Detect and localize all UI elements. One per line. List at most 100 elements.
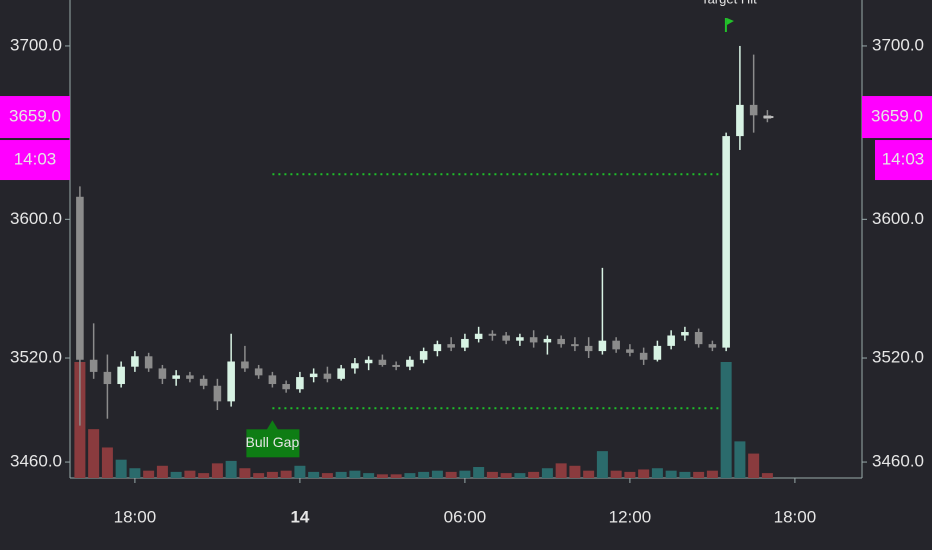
volume-bar bbox=[679, 471, 691, 478]
volume-bar bbox=[720, 362, 732, 478]
candle-body bbox=[351, 363, 359, 369]
candle-body bbox=[626, 349, 634, 353]
volume-bar bbox=[596, 451, 608, 478]
candle-body bbox=[708, 344, 717, 348]
candle-body bbox=[543, 338, 552, 343]
volume-bar bbox=[335, 471, 347, 478]
flag bbox=[726, 18, 734, 25]
candle-body bbox=[296, 377, 304, 390]
y-tick-label: 3700.0 bbox=[10, 35, 62, 54]
last-price-label: 3659.0 bbox=[871, 107, 923, 126]
y-tick-label: 3600.0 bbox=[872, 209, 924, 228]
volume-bar bbox=[390, 474, 402, 478]
volume-bar bbox=[184, 470, 196, 478]
volume-bar bbox=[211, 463, 223, 478]
volume-bar bbox=[280, 470, 292, 478]
candle-body bbox=[571, 344, 579, 347]
volume-bar bbox=[363, 473, 375, 478]
volume-bar bbox=[486, 471, 498, 478]
candle-body bbox=[584, 345, 593, 352]
bull-gap-box bbox=[246, 429, 300, 458]
volume-bar bbox=[583, 470, 595, 478]
volume-bar bbox=[239, 468, 251, 478]
y-tick-label: 3460.0 bbox=[872, 452, 924, 471]
volume-bar bbox=[321, 473, 333, 478]
volume-bar bbox=[266, 471, 278, 478]
candle-body bbox=[268, 375, 277, 385]
volume-bar bbox=[253, 473, 265, 478]
volume-bar bbox=[734, 441, 746, 478]
candle-body bbox=[612, 340, 620, 350]
y-tick-label: 3460.0 bbox=[10, 452, 62, 471]
volume-bar bbox=[143, 470, 155, 478]
countdown: 14:03 bbox=[882, 150, 925, 169]
x-tick-label: 06:00 bbox=[444, 507, 487, 526]
candle-body bbox=[653, 345, 662, 360]
volume-bar bbox=[101, 447, 113, 478]
y-tick-label: 3520.0 bbox=[10, 348, 62, 367]
volume-bar bbox=[624, 471, 636, 478]
candle-body bbox=[337, 368, 345, 379]
volume-bar bbox=[459, 470, 471, 478]
volume-bar bbox=[748, 453, 760, 478]
last-price-box bbox=[862, 96, 932, 139]
candle-body bbox=[598, 340, 607, 352]
candle-body bbox=[282, 384, 290, 390]
x-tick-label: 14 bbox=[290, 507, 309, 526]
volume-bar bbox=[569, 465, 581, 478]
candle-body bbox=[254, 368, 263, 376]
volume-bar bbox=[376, 474, 388, 478]
candle-body bbox=[117, 366, 125, 385]
volume-bar bbox=[473, 467, 485, 478]
volume-bar bbox=[418, 471, 430, 478]
candle-body bbox=[694, 332, 703, 345]
volume-bar bbox=[528, 471, 540, 478]
volume-bar bbox=[445, 471, 457, 478]
candle-body bbox=[76, 196, 84, 360]
volume-bar bbox=[514, 473, 526, 478]
candle-body bbox=[722, 136, 730, 348]
volume-bar bbox=[651, 468, 663, 478]
candle-body bbox=[323, 373, 332, 379]
bull-gap-label: Bull Gap bbox=[246, 434, 300, 450]
y-tick-label: 3520.0 bbox=[872, 348, 924, 367]
last-price-label: 3659.0 bbox=[9, 107, 61, 126]
volume-bar bbox=[610, 470, 622, 478]
volume-bar bbox=[156, 465, 168, 478]
candle-body bbox=[172, 375, 180, 379]
volume-bar bbox=[541, 468, 553, 478]
candle-body bbox=[502, 335, 510, 341]
candle-body bbox=[529, 337, 538, 343]
volume-bar bbox=[555, 463, 567, 478]
candle-body bbox=[186, 375, 194, 379]
target-hit: Target Hit bbox=[701, 0, 757, 6]
candle-body bbox=[557, 338, 565, 345]
volume-bar bbox=[308, 471, 320, 478]
candle-body bbox=[199, 378, 208, 386]
volume-bar bbox=[638, 469, 650, 478]
candle-body bbox=[392, 364, 400, 367]
candle-body bbox=[447, 344, 455, 348]
countdown-box bbox=[875, 140, 932, 181]
candle-body bbox=[488, 333, 497, 336]
volume-bar bbox=[115, 459, 127, 478]
volume-bar bbox=[349, 470, 361, 478]
candle-body bbox=[241, 361, 249, 369]
volume-bar bbox=[294, 465, 306, 478]
volume-bar bbox=[88, 429, 100, 478]
candle-body bbox=[736, 104, 744, 137]
candle-body bbox=[461, 338, 469, 348]
volume-bar bbox=[665, 470, 677, 478]
candle-body bbox=[89, 359, 98, 372]
candle-body bbox=[667, 335, 675, 346]
bull-gap-pointer bbox=[266, 420, 279, 431]
volume-bar bbox=[500, 473, 512, 478]
volume-bar bbox=[129, 468, 141, 478]
candle-body bbox=[364, 359, 373, 364]
candle-body bbox=[749, 104, 758, 116]
last-price-box bbox=[0, 96, 70, 139]
candle-body bbox=[378, 359, 387, 365]
candle-body bbox=[406, 359, 414, 367]
